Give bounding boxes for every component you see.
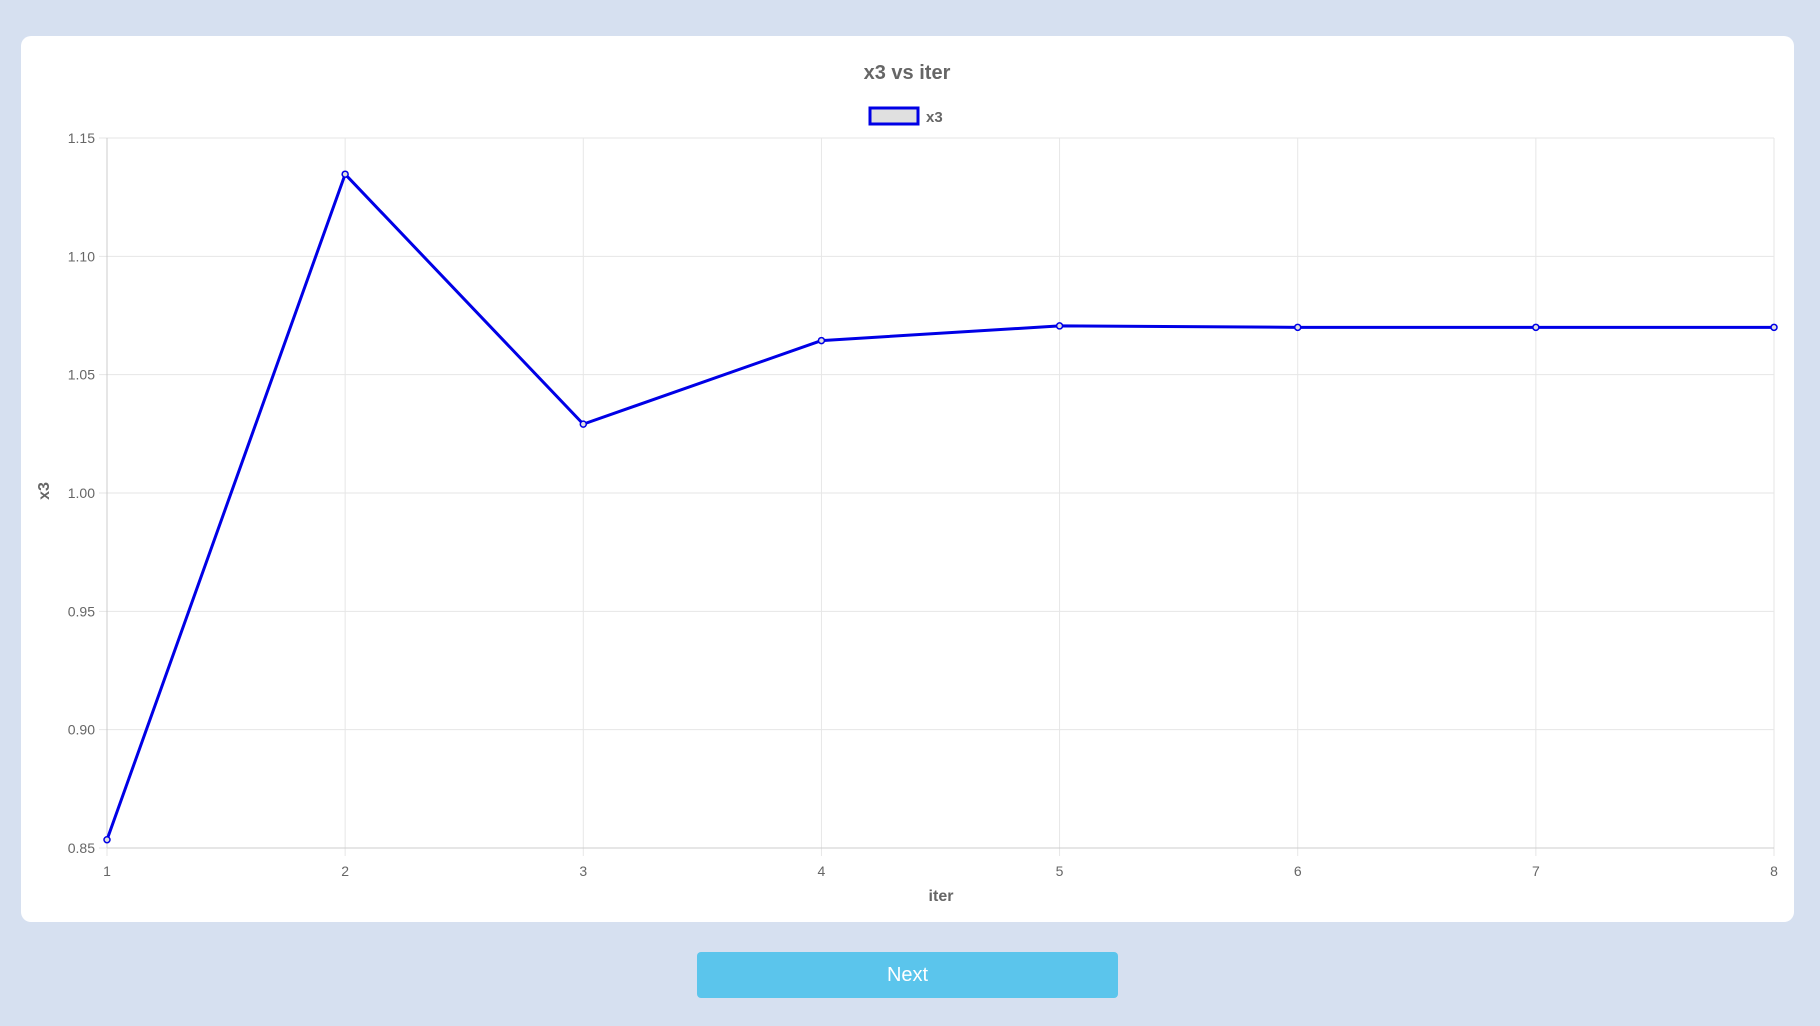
y-tick-label: 1.15 — [68, 130, 95, 146]
next-button[interactable]: Next — [697, 952, 1118, 998]
series-line — [105, 172, 1774, 841]
y-axis-title: x3 — [36, 482, 53, 500]
y-tick-label: 0.90 — [68, 722, 95, 738]
x-tick-label: 8 — [1770, 863, 1778, 879]
chart-svg: x3 vs iter x3 0.85 0.90 0.95 1.00 1.05 1.10 1.… — [36, 62, 1778, 905]
chart-card: x3 vs iter x3 0.85 0.90 0.95 1.00 1.05 1.10 1.… — [21, 36, 1794, 922]
x-tick-label: 4 — [818, 863, 826, 879]
data-point[interactable] — [579, 420, 588, 428]
y-tick-label: 1.10 — [68, 248, 95, 264]
series-x3 — [103, 170, 1778, 844]
tick-labels: 0.85 0.90 0.95 1.00 1.05 1.10 1.15 1 2 3 4 5 6 7 8 — [68, 130, 1778, 879]
chart-title: x3 vs iter — [864, 62, 951, 84]
y-tick-label: 0.95 — [68, 603, 95, 619]
x-tick-label: 1 — [103, 863, 111, 879]
legend-swatch — [868, 106, 920, 126]
x-tick-label: 6 — [1294, 863, 1302, 879]
x-tick-label: 5 — [1056, 863, 1064, 879]
data-point[interactable] — [1293, 323, 1302, 332]
y-tick-label: 1.00 — [68, 485, 95, 501]
grid — [99, 137, 1775, 856]
data-point[interactable] — [817, 336, 826, 345]
x-axis-title: iter — [929, 888, 954, 905]
x-tick-label: 7 — [1532, 863, 1540, 879]
x-tick-label: 2 — [341, 863, 349, 879]
data-point[interactable] — [1055, 322, 1064, 330]
data-point[interactable] — [103, 835, 111, 844]
x-tick-label: 3 — [579, 863, 587, 879]
y-tick-label: 0.85 — [68, 840, 95, 856]
data-point[interactable] — [341, 170, 349, 178]
legend-label: x3 — [926, 109, 943, 126]
y-tick-label: 1.05 — [68, 367, 95, 383]
data-point[interactable] — [1532, 323, 1540, 332]
legend[interactable]: x3 — [868, 106, 943, 126]
data-point[interactable] — [1770, 323, 1778, 332]
